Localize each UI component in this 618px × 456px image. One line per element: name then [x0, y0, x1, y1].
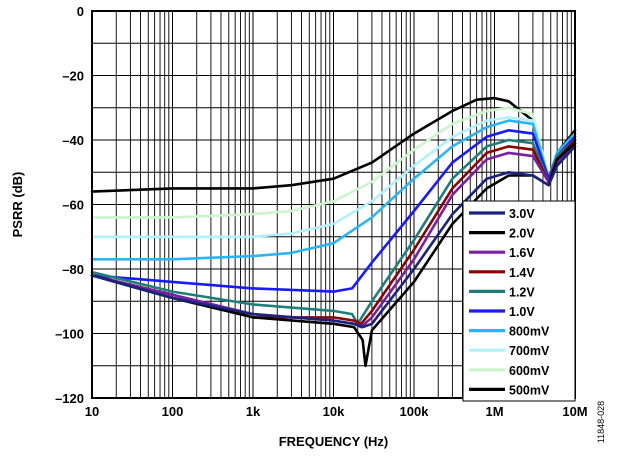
legend-label: 1.4V — [509, 266, 535, 280]
series-line-1.0V — [90, 129, 577, 293]
y-tick-label: –60 — [62, 198, 84, 213]
legend-label: 800mV — [509, 325, 550, 339]
series-line-3.0V — [90, 145, 577, 329]
x-tick-label: 1M — [485, 404, 503, 419]
legend-label: 700mV — [509, 344, 550, 358]
legend-box — [462, 200, 576, 402]
legend-label: 500mV — [509, 383, 550, 397]
y-axis-title: PSRR (dB) — [10, 172, 25, 238]
x-tick-labels: 10 100 1k 10k 100k 1M 10M — [85, 404, 588, 419]
y-tick-label: –120 — [55, 391, 84, 406]
legend-label: 2.0V — [509, 227, 535, 241]
x-axis-title: FREQUENCY (Hz) — [279, 434, 389, 449]
y-tick-label: –80 — [62, 262, 84, 277]
x-tick-label: 10M — [562, 404, 587, 419]
y-tick-label: –100 — [55, 327, 84, 342]
y-tick-label: 0 — [77, 4, 84, 19]
x-tick-label: 100 — [162, 404, 184, 419]
legend-label: 1.6V — [509, 246, 535, 260]
legend-label: 1.2V — [509, 285, 535, 299]
legend: 3.0V 2.0V 1.6V 1.4V 1.2V 1.0V 800mV 700mV 600mV 5… — [462, 200, 576, 402]
x-tick-label: 10k — [323, 404, 345, 419]
x-tick-label: 10 — [85, 404, 99, 419]
y-tick-label: –20 — [62, 69, 84, 84]
series-lines — [90, 96, 577, 368]
legend-label: 1.0V — [509, 305, 535, 319]
figure-id: 11848-028 — [596, 401, 606, 443]
y-tick-labels: 0 –20 –40 –60 –80 –100 –120 — [55, 4, 84, 406]
y-tick-label: –40 — [62, 133, 84, 148]
legend-label: 600mV — [509, 364, 550, 378]
legend-label: 3.0V — [509, 207, 535, 221]
x-tick-label: 1k — [246, 404, 261, 419]
x-tick-label: 100k — [400, 404, 430, 419]
